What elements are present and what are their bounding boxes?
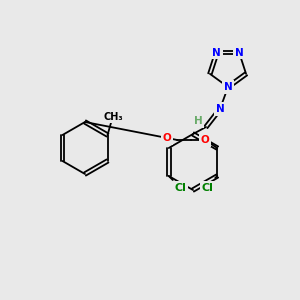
Text: H: H bbox=[194, 116, 202, 126]
Text: Cl: Cl bbox=[175, 183, 187, 193]
Text: O: O bbox=[201, 135, 210, 145]
Text: N: N bbox=[224, 82, 232, 92]
Text: N: N bbox=[216, 104, 224, 114]
Text: N: N bbox=[235, 48, 244, 58]
Text: O: O bbox=[163, 133, 172, 143]
Text: CH₃: CH₃ bbox=[104, 112, 123, 122]
Text: N: N bbox=[212, 48, 221, 58]
Text: Cl: Cl bbox=[201, 183, 213, 193]
